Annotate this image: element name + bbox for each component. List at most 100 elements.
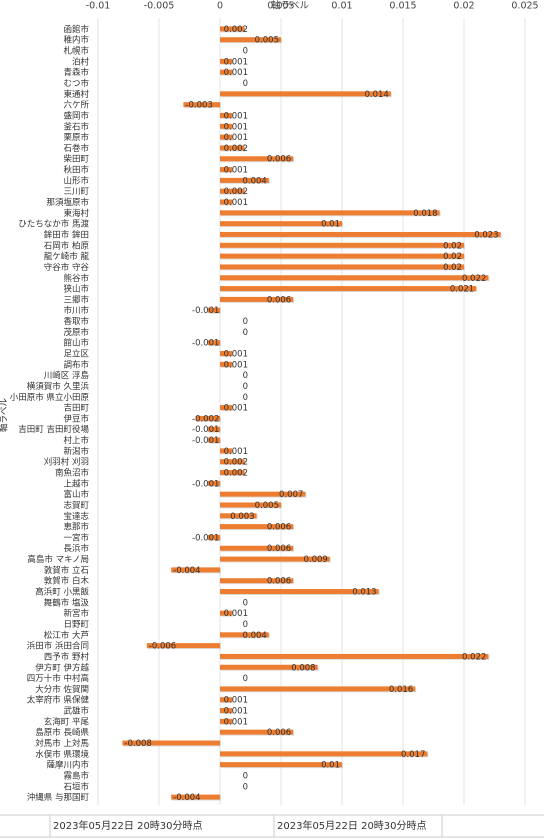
bar bbox=[171, 794, 220, 800]
y-tick-label: 西予市 野村 bbox=[44, 651, 90, 662]
y-tick-label: 山形市 bbox=[63, 175, 89, 186]
data-label: 0.022 bbox=[462, 274, 486, 284]
bar bbox=[220, 26, 245, 32]
y-tick-label: 六ケ所 bbox=[63, 100, 89, 111]
bar bbox=[220, 188, 245, 194]
y-tick-label: 小田原市 県立小田原 bbox=[10, 392, 89, 403]
data-label: 0.01 bbox=[321, 761, 340, 771]
y-tick-label: 新潟市 bbox=[63, 446, 89, 457]
data-label: 0.006 bbox=[267, 155, 291, 165]
data-label: 0.001 bbox=[224, 447, 248, 457]
data-label: 0 bbox=[243, 382, 248, 392]
x-tick-label: 0.015 bbox=[389, 1, 416, 12]
bar bbox=[220, 112, 233, 118]
bar bbox=[220, 275, 489, 281]
y-tick-label: 狭山市 bbox=[63, 284, 89, 295]
data-label: 0.006 bbox=[267, 728, 291, 738]
y-tick-label: 三郷市 bbox=[63, 294, 89, 305]
data-label: 0.003 bbox=[230, 512, 254, 522]
data-label: 0 bbox=[243, 674, 248, 684]
y-tick-label: 宝達志 bbox=[63, 511, 89, 522]
data-label: 0 bbox=[243, 47, 248, 57]
y-tick-label: 那須塩原市 bbox=[46, 197, 89, 208]
bar bbox=[220, 697, 233, 703]
y-tick-label: 札幌市 bbox=[63, 46, 89, 57]
data-label: 0 bbox=[243, 79, 248, 89]
y-tick-label: 川崎区 浮島 bbox=[44, 370, 90, 381]
bar bbox=[220, 167, 233, 173]
y-tick-label: 釜石市 bbox=[63, 121, 89, 132]
data-label: 0.018 bbox=[413, 209, 437, 219]
y-tick-label: 石垣市 bbox=[63, 781, 89, 792]
y-tick-label: 霧島市 bbox=[63, 770, 89, 781]
data-label: -0.001 bbox=[192, 339, 219, 349]
y-tick-label: 秋田市 bbox=[63, 165, 89, 176]
data-label: 0 bbox=[243, 393, 248, 403]
y-tick-label: 恵那市 bbox=[63, 522, 89, 533]
data-label: -0.006 bbox=[149, 642, 176, 652]
y-tick-label: 柴田町 bbox=[63, 154, 89, 165]
data-label: 0.005 bbox=[255, 36, 279, 46]
data-label: 0.02 bbox=[443, 252, 462, 262]
y-tick-label: 函館市 bbox=[63, 24, 89, 35]
bar bbox=[220, 686, 416, 692]
y-tick-label: 富山市 bbox=[63, 489, 89, 500]
y-tick-label: 長浜市 bbox=[63, 543, 89, 554]
bar bbox=[220, 350, 233, 356]
data-label: 0.009 bbox=[303, 555, 327, 565]
bar bbox=[220, 156, 294, 162]
y-tick-label: 石岡市 柏原 bbox=[44, 240, 89, 251]
bar bbox=[220, 242, 464, 248]
data-label: 0 bbox=[243, 782, 248, 792]
bar bbox=[220, 58, 233, 64]
bar bbox=[220, 405, 233, 411]
y-tick-label: 盛岡市 bbox=[63, 110, 89, 121]
data-label: 0.002 bbox=[224, 469, 248, 479]
y-tick-label: 志賀町 bbox=[63, 500, 89, 511]
y-tick-label: 水俣市 県環境 bbox=[35, 749, 89, 760]
bar bbox=[220, 91, 391, 97]
bar bbox=[220, 37, 281, 43]
data-label: 0.01 bbox=[321, 220, 340, 230]
bar bbox=[220, 459, 245, 465]
data-label: 0.013 bbox=[352, 588, 376, 598]
y-tick-label: 青森市 bbox=[63, 67, 89, 78]
bar bbox=[220, 589, 379, 595]
data-label: -0.001 bbox=[192, 479, 219, 489]
y-tick-label: 東通村 bbox=[63, 89, 89, 100]
data-label: -0.003 bbox=[185, 101, 212, 111]
y-tick-label: 村上市 bbox=[63, 435, 89, 446]
data-label: -0.001 bbox=[192, 436, 219, 446]
data-label: 0.016 bbox=[389, 685, 413, 695]
y-tick-label: 茂原市 bbox=[63, 327, 89, 338]
y-tick-label: 刈羽村 刈羽 bbox=[44, 457, 89, 468]
data-label: -0.004 bbox=[173, 793, 200, 803]
bar bbox=[220, 632, 269, 638]
data-label: 0.001 bbox=[224, 717, 248, 727]
bar bbox=[220, 578, 294, 584]
bar bbox=[183, 102, 220, 108]
x-tick-label: -0.01 bbox=[86, 1, 111, 12]
bar bbox=[220, 448, 233, 454]
bar bbox=[220, 545, 294, 551]
data-label: 0.002 bbox=[224, 458, 248, 468]
bar bbox=[220, 199, 233, 205]
data-label: 0.001 bbox=[224, 707, 248, 717]
y-tick-label: 四万十市 中村高 bbox=[27, 673, 89, 684]
bar bbox=[220, 653, 489, 659]
data-label: 0 bbox=[243, 317, 248, 327]
bar bbox=[220, 491, 306, 497]
y-tick-label: むつ市 bbox=[63, 78, 89, 89]
data-label: 0.006 bbox=[267, 544, 291, 554]
data-label: 0.004 bbox=[242, 176, 266, 186]
data-label: -0.001 bbox=[192, 533, 219, 543]
y-tick-label: 香取市 bbox=[63, 316, 89, 327]
x-tick-label: 0 bbox=[217, 1, 223, 12]
data-label: 0.007 bbox=[279, 490, 303, 500]
data-label: 0.001 bbox=[224, 349, 248, 359]
x-tick-label: 0.02 bbox=[453, 1, 474, 12]
data-label: 0.001 bbox=[224, 57, 248, 67]
data-label: -0.004 bbox=[173, 566, 200, 576]
bar bbox=[220, 264, 464, 270]
bar bbox=[220, 221, 342, 227]
